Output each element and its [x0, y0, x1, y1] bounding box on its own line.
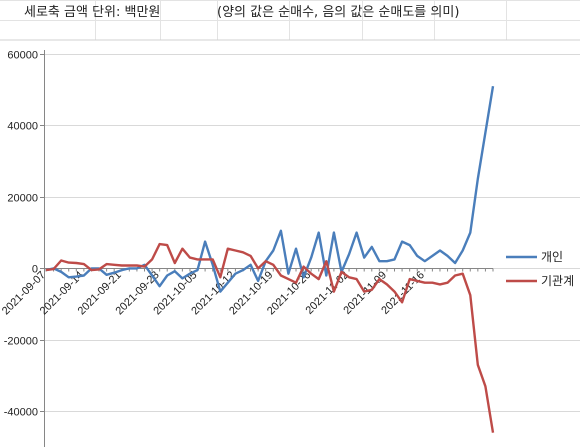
spreadsheet-grid	[0, 0, 580, 40]
y-tick-label: -40000	[4, 407, 38, 419]
y-tick-label: 60000	[7, 50, 38, 62]
y-tick-label: -20000	[4, 336, 38, 348]
series-line-0	[45, 86, 495, 293]
y-tick-label: 20000	[7, 193, 38, 205]
legend-label: 기관계	[541, 274, 574, 288]
sign-note: (양의 값은 순매수, 음의 값은 순매도를 의미)	[217, 5, 459, 20]
series-layer	[45, 86, 495, 433]
series-line-1	[45, 242, 495, 433]
y-tick-label: 0	[32, 264, 38, 276]
unit-note: 세로축 금액 단위: 백만원	[24, 5, 160, 20]
legend-label: 개인	[541, 250, 563, 264]
plot-gridlines	[44, 50, 580, 447]
y-axis-ticks: -40000 -20000 0 20000 40000 60000	[4, 50, 44, 419]
y-tick-label: 40000	[7, 121, 38, 133]
